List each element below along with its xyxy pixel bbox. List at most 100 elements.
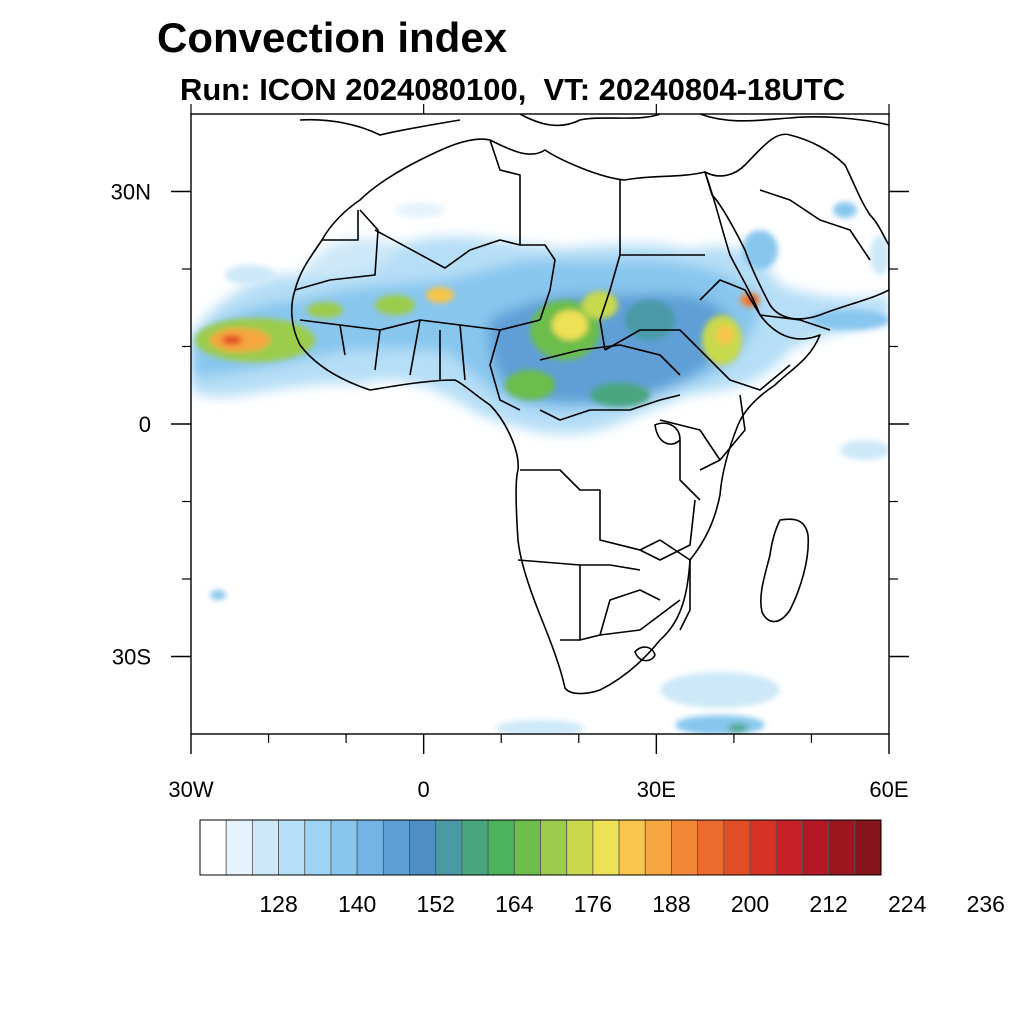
- border-namibia-botswana: [579, 565, 661, 641]
- colorbar-swatch: [356, 819, 384, 876]
- colorbar-swatch: [671, 819, 699, 876]
- border-car: [539, 344, 681, 376]
- cell-ethiopia-inner: [716, 325, 734, 345]
- cell-central-inner: [552, 310, 588, 340]
- y-tick-label: 30N: [111, 180, 151, 205]
- x-tick-label: 30E: [637, 777, 676, 802]
- cloud-gulf-aden: [810, 310, 889, 330]
- colorbar: 128 140 152 164 176 188 200 212 224 236: [199, 819, 1005, 917]
- colorbar-swatch: [775, 819, 803, 876]
- colorbar-swatch: [330, 819, 358, 876]
- colorbar-label: 188: [652, 891, 690, 917]
- map-title: Convection index: [157, 14, 508, 61]
- y-tick-label: 0: [139, 412, 151, 437]
- cell-senegal: [307, 302, 343, 318]
- colorbar-label: 176: [574, 891, 612, 917]
- colorbar-swatch: [278, 819, 306, 876]
- europe-coastline: [299, 114, 889, 136]
- border-algeria-mali: [374, 229, 521, 269]
- cloud-south-indian-core: [728, 724, 748, 732]
- map-subtitle: Run: ICON 2024080100, VT: 20240804-18UTC: [180, 72, 846, 107]
- arabian-coastline: [704, 133, 889, 320]
- colorbar-swatch: [304, 819, 332, 876]
- colorbar-swatch: [828, 819, 856, 876]
- colorbar-label: 152: [417, 891, 455, 917]
- colorbar-label: 224: [888, 891, 927, 917]
- border-angola-namibia: [517, 559, 641, 571]
- colorbar-label: 164: [495, 891, 534, 917]
- colorbar-label: 128: [259, 891, 297, 917]
- colorbar-frame: [199, 819, 882, 876]
- cloud-south-atlantic: [210, 590, 226, 600]
- cloud-southern-ocean: [495, 720, 585, 734]
- cell-chad: [582, 291, 618, 319]
- border-south-africa: [560, 599, 681, 641]
- coastlines-borders: [290, 114, 889, 695]
- cell-mali: [375, 295, 415, 315]
- border-western-sahara: [322, 210, 359, 241]
- cell-congo: [590, 383, 650, 407]
- colorbar-swatch: [592, 819, 620, 876]
- colorbar-swatch: [618, 819, 646, 876]
- convection-field: [191, 202, 889, 734]
- colorbar-swatch: [723, 819, 751, 876]
- cloud-arabia: [833, 202, 857, 218]
- colorbar-swatch: [566, 819, 594, 876]
- colorbar-swatch: [409, 819, 437, 876]
- border-chad-sudan: [599, 254, 621, 351]
- border-somalia-kenya: [719, 394, 746, 461]
- colorbar-swatch: [225, 819, 253, 876]
- cloud-south-indian: [675, 715, 765, 734]
- border-angola-drc: [520, 469, 661, 551]
- colorbar-swatch: [854, 819, 882, 876]
- border-algeria-libya: [489, 139, 521, 245]
- border-drc-congo: [539, 394, 681, 421]
- cloud-sahara: [395, 202, 445, 218]
- border-niger-chad: [520, 244, 556, 321]
- cell-cameroon: [505, 370, 555, 400]
- colorbar-label: 200: [731, 891, 769, 917]
- convection-envelope-north: [300, 238, 400, 279]
- cloud-nw-africa: [225, 265, 275, 285]
- colorbar-label: 140: [338, 891, 376, 917]
- colorbar-swatch: [461, 819, 489, 876]
- x-tick-label: 0: [418, 777, 430, 802]
- border-red-sea-somaliland: [759, 314, 831, 331]
- colorbar-swatch: [487, 819, 515, 876]
- colorbar-swatch: [435, 819, 463, 876]
- colorbar-swatch: [697, 819, 725, 876]
- cloud-saudi: [870, 235, 889, 275]
- border-mozambique: [659, 539, 691, 631]
- lesotho: [634, 646, 656, 662]
- colorbar-swatch: [382, 819, 410, 876]
- colorbar-swatch: [251, 819, 279, 876]
- lake-victoria: [654, 422, 681, 445]
- cell-niger: [426, 287, 454, 303]
- border-south-sudan: [604, 329, 701, 351]
- border-nigeria-cameroon: [489, 329, 521, 411]
- colorbar-swatch: [644, 819, 672, 876]
- colorbar-swatch: [802, 819, 830, 876]
- cloud-indian-ocean: [840, 440, 889, 460]
- madagascar-coastline: [760, 518, 810, 623]
- colorbar-swatch: [749, 819, 777, 876]
- border-west-africa-coastal: [339, 319, 466, 381]
- border-ethiopia: [699, 279, 791, 391]
- map-axes: 30W 0 30E 60E 30N 0 30S: [111, 104, 909, 802]
- colorbar-label: 236: [967, 891, 1005, 917]
- africa-coastline: [290, 138, 821, 695]
- cloud-arabia-east: [742, 230, 778, 270]
- border-mauritania-mali: [294, 209, 379, 291]
- x-tick-label: 60E: [869, 777, 908, 802]
- cloud-mozambique-channel: [660, 672, 780, 708]
- y-tick-label: 30S: [112, 645, 151, 670]
- border-saudi: [759, 189, 871, 261]
- cell-atlantic-peak: [222, 335, 242, 345]
- border-east-africa: [659, 419, 721, 501]
- colorbar-label: 212: [809, 891, 847, 917]
- x-tick-label: 30W: [168, 777, 213, 802]
- border-zambia-zimbabwe: [639, 499, 696, 561]
- colorbar-swatch: [540, 819, 568, 876]
- colorbar-swatch: [513, 819, 541, 876]
